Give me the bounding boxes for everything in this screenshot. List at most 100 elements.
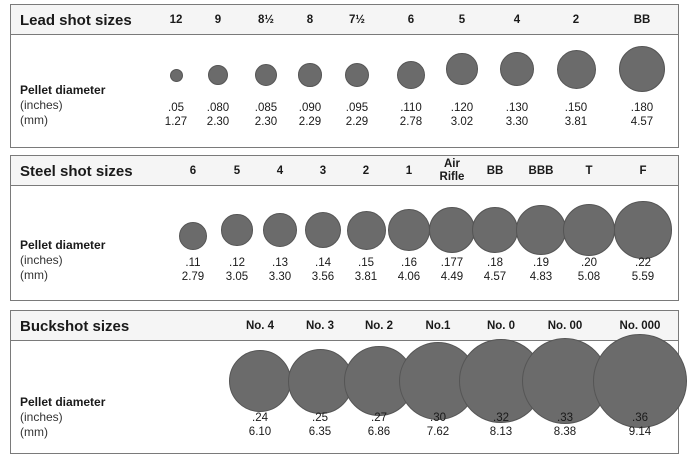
pellet-values: .085 2.30 <box>241 101 291 129</box>
value-inches: .11 <box>185 257 201 269</box>
pellet-values: .27 6.86 <box>354 411 404 439</box>
pellet-circle <box>593 334 687 428</box>
pellet-values: .150 3.81 <box>551 101 601 129</box>
value-inches: .05 <box>168 102 184 114</box>
label-mm: (mm) <box>20 268 48 282</box>
value-mm: 8.13 <box>489 426 513 438</box>
pellet-diameter-label: Pellet diameter (inches) (mm) <box>20 83 105 128</box>
value-mm: 9.14 <box>628 426 652 438</box>
value-inches: .33 <box>557 412 573 424</box>
pellet-values: .177 4.49 <box>427 256 477 284</box>
pellet-circle <box>207 64 229 86</box>
gauge-label: 1 <box>405 164 413 177</box>
value-inches: .18 <box>487 257 503 269</box>
value-mm: 3.81 <box>564 116 588 128</box>
gauge-label: 4 <box>513 13 521 26</box>
gauge-label: 12 <box>169 13 183 26</box>
gauge-label: 7½ <box>349 13 365 26</box>
gauge-label: 8½ <box>258 13 274 26</box>
pellet-circle <box>471 206 519 254</box>
value-mm: 4.83 <box>529 271 553 283</box>
value-mm: 3.81 <box>354 271 378 283</box>
pellet-values: .18 4.57 <box>470 256 520 284</box>
value-mm: 3.02 <box>450 116 474 128</box>
gauge-label: 8 <box>306 13 314 26</box>
value-mm: 4.06 <box>397 271 421 283</box>
value-mm: 2.78 <box>399 116 423 128</box>
value-inches: .13 <box>272 257 288 269</box>
pellet-circle <box>556 49 596 89</box>
value-inches: .090 <box>298 102 322 114</box>
value-inches: .24 <box>252 412 268 424</box>
gauge-label: No. 00 <box>547 319 583 332</box>
pellet-values: .19 4.83 <box>516 256 566 284</box>
panel-title: Lead shot sizes <box>20 12 132 29</box>
gauge-label: No. 2 <box>364 319 394 332</box>
pellet-values: .33 8.38 <box>540 411 590 439</box>
gauge-label: 6 <box>189 164 197 177</box>
pellet-values: .090 2.29 <box>285 101 335 129</box>
value-mm: 4.57 <box>630 116 654 128</box>
label-main: Pellet diameter <box>20 238 106 252</box>
pellet-circle <box>563 204 615 256</box>
gauge-label: No. 4 <box>245 319 275 332</box>
steel-shot-panel: Steel shot sizes 6 5 4 3 2 1 Air Rifle BB BBB T F Pe… <box>10 155 679 301</box>
value-mm: 4.57 <box>483 271 507 283</box>
pellet-values: .05 1.27 <box>151 101 201 129</box>
gauge-label: 4 <box>276 164 284 177</box>
pellet-circle <box>446 53 478 85</box>
label-main: Pellet diameter <box>20 395 106 409</box>
value-mm: 5.08 <box>577 271 601 283</box>
gauge-label: 6 <box>407 13 415 26</box>
panel-header: Lead shot sizes 12 9 8½ 8 7½ 6 5 4 2 BB <box>11 5 678 35</box>
pellet-values: .130 3.30 <box>492 101 542 129</box>
value-mm: 8.38 <box>553 426 577 438</box>
value-inches: .30 <box>430 412 446 424</box>
pellet-circle <box>221 214 253 246</box>
gauge-label: 3 <box>319 164 327 177</box>
value-inches: .150 <box>564 102 588 114</box>
lead-shot-panel: Lead shot sizes 12 9 8½ 8 7½ 6 5 4 2 BB Pellet diam… <box>10 4 679 148</box>
value-mm: 6.86 <box>367 426 391 438</box>
pellet-circle <box>428 206 475 253</box>
pellet-circle <box>500 52 534 86</box>
pellet-circle <box>298 63 322 87</box>
pellet-circle <box>178 221 208 251</box>
pellet-values: .14 3.56 <box>298 256 348 284</box>
pellet-circle <box>396 60 426 90</box>
value-inches: .180 <box>630 102 654 114</box>
gauge-label: 2 <box>362 164 370 177</box>
buck-shot-panel: Buckshot sizes No. 4 No. 3 No. 2 No.1 No. 0 No… <box>10 310 687 454</box>
value-mm: 7.62 <box>426 426 450 438</box>
value-inches: .27 <box>371 412 387 424</box>
pellet-circle <box>516 205 566 255</box>
gauge-label: F <box>639 164 647 177</box>
value-inches: .32 <box>493 412 509 424</box>
pellet-values: .080 2.30 <box>193 101 243 129</box>
gauge-label: BB <box>633 13 651 26</box>
value-mm: 3.30 <box>268 271 292 283</box>
pellet-circle <box>254 63 278 87</box>
gauge-label: 9 <box>214 13 222 26</box>
value-inches: .25 <box>312 412 328 424</box>
label-main: Pellet diameter <box>20 83 106 97</box>
gauge-label: BBB <box>528 164 554 177</box>
gauge-label: 2 <box>572 13 580 26</box>
value-mm: 4.49 <box>440 271 464 283</box>
pellet-circle <box>344 62 370 88</box>
label-mm: (mm) <box>20 425 48 439</box>
pellet-values: .24 6.10 <box>235 411 285 439</box>
pellet-values: .25 6.35 <box>295 411 345 439</box>
value-inches: .16 <box>401 257 417 269</box>
pellet-values: .095 2.29 <box>332 101 382 129</box>
pellet-values: .15 3.81 <box>341 256 391 284</box>
pellet-circle <box>169 68 183 82</box>
value-mm: 2.30 <box>254 116 278 128</box>
gauge-label: 5 <box>233 164 241 177</box>
value-mm: 3.05 <box>225 271 249 283</box>
value-mm: 2.30 <box>206 116 230 128</box>
panel-header: Steel shot sizes 6 5 4 3 2 1 Air Rifle BB BBB T F <box>11 156 678 186</box>
value-inches: .177 <box>440 257 464 269</box>
pellet-values: .180 4.57 <box>617 101 667 129</box>
value-inches: .120 <box>450 102 474 114</box>
